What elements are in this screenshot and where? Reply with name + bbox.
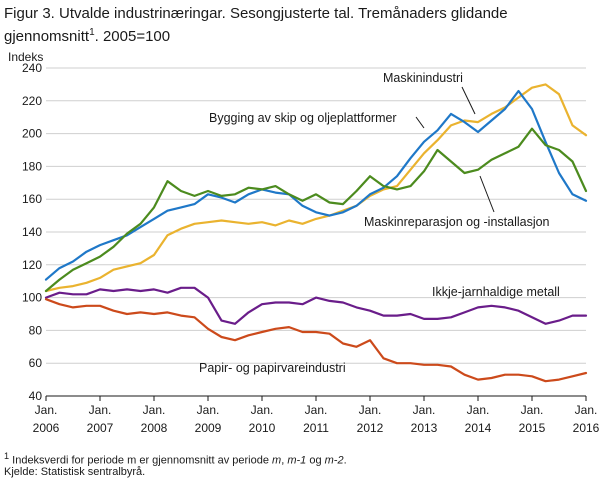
footnote-m1: m-1 (287, 454, 307, 467)
x-tick-label-top: Jan. (413, 403, 436, 417)
y-tick-label: 220 (22, 94, 42, 108)
pointer-skip (415, 116, 425, 129)
x-tick-label-top: Jan. (89, 403, 112, 417)
x-tick-label-top: Jan. (35, 403, 58, 417)
footnote-m: m (272, 454, 282, 467)
y-tick-label: 140 (22, 225, 42, 239)
x-tick-label-year: 2006 (33, 421, 60, 435)
y-tick-label: 240 (22, 61, 42, 75)
y-tick-label: 180 (22, 159, 42, 173)
label-maskinindustri: Maskinindustri (383, 71, 463, 85)
x-tick-label-top: Jan. (359, 403, 382, 417)
series-lines (44, 83, 588, 383)
y-tick-label: 200 (22, 127, 42, 141)
x-tick-label-year: 2009 (195, 421, 222, 435)
x-tick-label-year: 2016 (573, 421, 600, 435)
series-line-ikkje-jarnhaldige-metall (44, 286, 588, 325)
series-line-bygging-av-skip-og-oljeplattformer (44, 89, 588, 281)
footnote: 1 Indeksverdi for periode m er gjennomsn… (4, 451, 347, 467)
x-tick-label-top: Jan. (251, 403, 274, 417)
x-tick-label-year: 2011 (303, 421, 329, 435)
x-tick-label-year: 2013 (411, 421, 438, 435)
y-tick-label: 80 (29, 323, 43, 337)
footnote-og: og (306, 454, 325, 467)
x-tick-label-top: Jan. (197, 403, 220, 417)
label-maskinreparasjon: Maskinreparasjon og -installasjon (364, 215, 550, 229)
x-tick-label-year: 2014 (465, 421, 492, 435)
source: Kjelde: Statistisk sentralbyrå. (4, 466, 146, 478)
x-tick-label-top: Jan. (521, 403, 544, 417)
label-papir: Papir- og papirvareindustri (199, 361, 346, 375)
label-ikkje-jarnhaldige: Ikkje-jarnhaldige metall (432, 285, 560, 299)
chart-title: Figur 3. Utvalde industrinæringar. Seson… (4, 4, 604, 46)
footnote-sep: , (281, 454, 288, 467)
x-tick-label-top: Jan. (143, 403, 166, 417)
footnote-m2: m-2 (324, 454, 344, 467)
pointer-maskinreparasjon (479, 175, 495, 213)
y-tick-label: 160 (22, 192, 42, 206)
x-tick-label-year: 2010 (249, 421, 276, 435)
x-tick-label-year: 2015 (519, 421, 546, 435)
y-axis-label: Indeks (8, 50, 43, 64)
footnote-mark: 1 (4, 451, 10, 461)
x-tick-label-top: Jan. (305, 403, 328, 417)
series-line-maskinindustri (44, 83, 588, 293)
title-tail: . 2005=100 (94, 28, 171, 45)
y-tick-label: 120 (22, 258, 42, 272)
y-tick-label: 60 (29, 356, 43, 370)
x-tick-label-top: Jan. (467, 403, 490, 417)
label-skip: Bygging av skip og oljeplattformer (209, 111, 397, 125)
y-tick-label: 100 (22, 291, 42, 305)
footnote-end: . (343, 454, 347, 467)
y-tick-label: 40 (29, 389, 43, 403)
series-line-maskinreparasjon-og-installasjon (44, 127, 588, 293)
pointer-maskinindustri (461, 86, 476, 115)
footnote-text: Indeksverdi for periode m er gjennomsnit… (9, 454, 273, 467)
title-main: Figur 3. Utvalde industrinæringar. Seson… (4, 5, 508, 45)
x-tick-label-top: Jan. (575, 403, 598, 417)
title-footnote-mark: 1 (89, 27, 95, 38)
annotations: Maskinindustri Bygging av skip og oljepl… (199, 71, 560, 375)
series-line-papir-og-papirvareindustri (44, 298, 588, 383)
x-tick-label-year: 2008 (141, 421, 168, 435)
x-tick-label-year: 2007 (87, 421, 114, 435)
x-tick-label-year: 2012 (357, 421, 384, 435)
